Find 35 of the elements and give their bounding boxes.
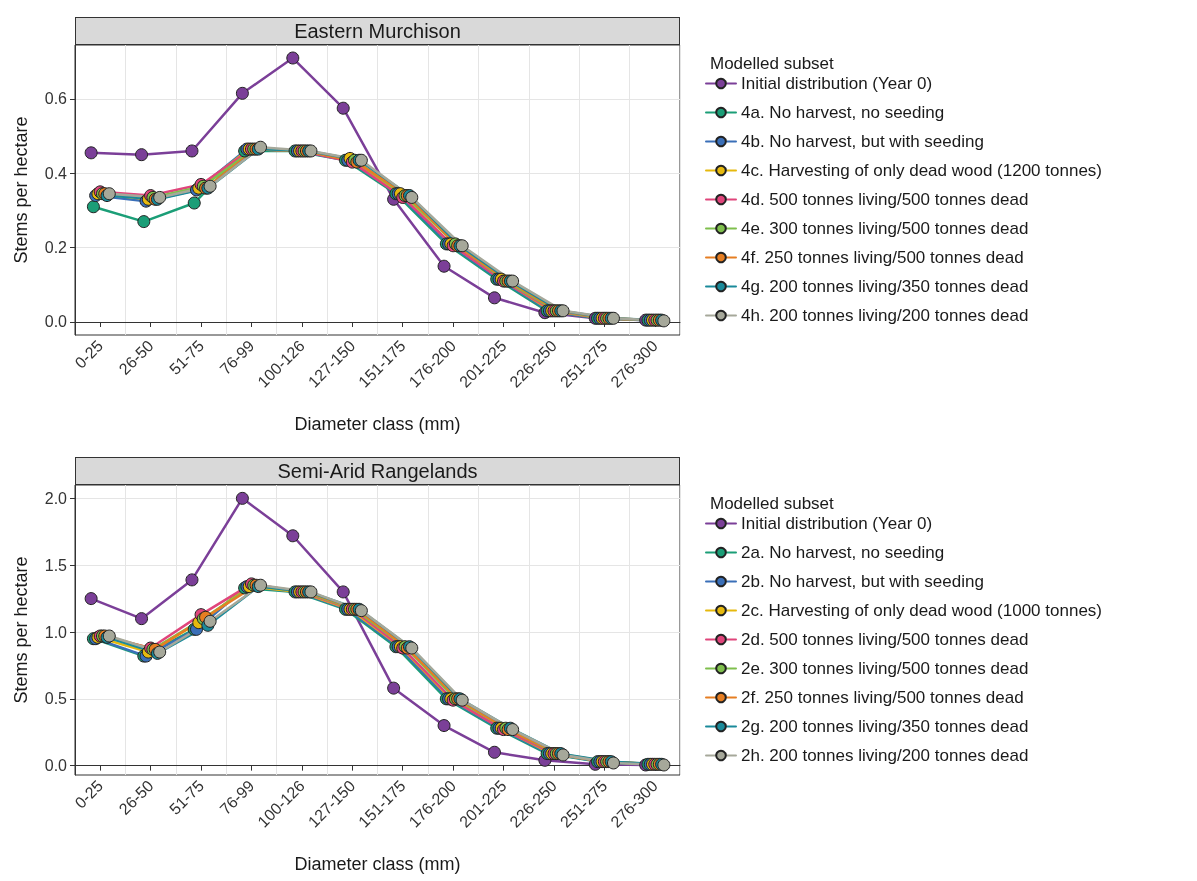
legend-title: Modelled subset [710,54,835,73]
y-tick-label: 0.2 [44,239,68,257]
y-tick-label: 2.0 [44,489,68,507]
legend-label: 4a. No harvest, no seeding [741,103,945,122]
legend-title: Modelled subset [710,494,835,513]
y-tick-label: 1.5 [44,556,68,574]
x-axis-title: Diameter class (mm) [294,854,461,874]
legend-label: 4e. 300 tonnes living/500 tonnes dead [741,219,1029,238]
y-tick-label: 0.0 [44,757,68,775]
legend-label: 2c. Harvesting of only dead wood (1000 tonnes) [741,601,1103,620]
chart-title: Eastern Murchison [75,17,680,45]
y-tick-label: 0.5 [44,690,68,708]
legend-label: 4h. 200 tonnes living/200 tonnes dead [741,306,1029,325]
y-axis-title: Stems per hectare [11,556,31,704]
chart-title: Semi-Arid Rangelands [75,457,680,485]
legend-label: 2h. 200 tonnes living/200 tonnes dead [741,746,1029,765]
y-axis-title: Stems per hectare [11,116,31,264]
legend-label: 2b. No harvest, but with seeding [741,572,984,591]
y-tick-label: 0.6 [44,90,68,108]
legend-label: 2g. 200 tonnes living/350 tonnes dead [741,717,1029,736]
legend-label: 4d. 500 tonnes living/500 tonnes dead [741,190,1029,209]
legend-label: 2d. 500 tonnes living/500 tonnes dead [741,630,1029,649]
legend-label: 4b. No harvest, but with seeding [741,132,984,151]
legend-label: 2f. 250 tonnes living/500 tonnes dead [741,688,1024,707]
legend-label: 4c. Harvesting of only dead wood (1200 tonnes) [741,161,1103,180]
legend-label: 2e. 300 tonnes living/500 tonnes dead [741,659,1029,678]
y-tick-label: 0.4 [44,164,68,182]
y-tick-label: 0.0 [44,313,68,331]
legend-label: Initial distribution (Year 0) [741,514,933,533]
y-tick-label: 1.0 [44,623,68,641]
x-axis-title: Diameter class (mm) [294,414,461,434]
legend-label: 4f. 250 tonnes living/500 tonnes dead [741,248,1024,267]
legend-label: Initial distribution (Year 0) [741,74,933,93]
legend-label: 4g. 200 tonnes living/350 tonnes dead [741,277,1029,296]
legend-label: 2a. No harvest, no seeding [741,543,945,562]
